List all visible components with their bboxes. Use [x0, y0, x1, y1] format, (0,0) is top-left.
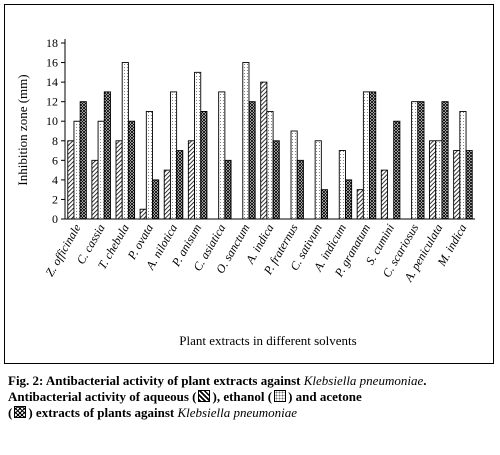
acetone-bar — [296, 159, 304, 220]
ethanol-bar — [362, 91, 371, 220]
y-tick-label: 0 — [52, 212, 58, 226]
acetone-bar — [248, 101, 256, 220]
aqueous-bar — [187, 140, 195, 220]
ethanol-bar — [338, 150, 346, 220]
aqueous-bar — [260, 81, 268, 220]
aqueous-bar — [91, 159, 99, 220]
aqueous-bar — [380, 169, 388, 220]
ethanol-bar — [121, 62, 129, 220]
caption-legend: Antibacterial activity of aqueous (), et… — [8, 389, 362, 420]
acetone-bar — [152, 179, 160, 220]
acetone-bar — [103, 91, 111, 220]
figure-frame: 0 2 4 6 8 10 12 14 16 18 Z. officinale C. cassia T. … — [4, 4, 494, 364]
aqueous-bar — [67, 140, 75, 220]
acetone-bar — [417, 101, 425, 220]
ethanol-bar — [411, 101, 419, 220]
aqueous-bar — [163, 169, 171, 220]
y-tick-label: 12 — [46, 95, 58, 109]
y-tick-label: 2 — [52, 192, 58, 206]
caption-title: Fig. 2: Antibacterial activity of plant … — [8, 373, 427, 388]
ethanol-bar — [290, 130, 298, 220]
y-tick-label: 14 — [46, 75, 58, 89]
acetone-bar — [200, 110, 208, 220]
acetone-bar — [176, 150, 184, 220]
y-tick-label: 4 — [52, 173, 58, 187]
x-axis-title: Plant extracts in different solvents — [179, 333, 356, 348]
y-tick-label: 6 — [52, 153, 58, 167]
ethanol-bar — [266, 110, 274, 220]
x-tick-label: Z. officinale — [43, 221, 84, 279]
acetone-bar — [224, 159, 232, 220]
ethanol-bar — [145, 110, 153, 220]
ethanol-bar — [242, 62, 250, 220]
acetone-bar — [393, 120, 401, 220]
ethanol-bar — [73, 120, 81, 220]
ethanol-bar — [218, 91, 226, 220]
y-tick-label: 18 — [46, 36, 58, 50]
ethanol-bar — [194, 71, 202, 220]
ethanol-bar — [459, 110, 467, 220]
aqueous-bar — [356, 189, 364, 220]
y-tick-label: 16 — [46, 56, 58, 70]
aqueous-bar — [453, 150, 461, 220]
acetone-bar — [79, 101, 87, 220]
ethanol-swatch — [274, 390, 287, 402]
aqueous-bar — [139, 208, 147, 220]
acetone-bar — [345, 179, 353, 220]
y-tick-label: 8 — [52, 134, 58, 148]
acetone-bar — [441, 101, 449, 220]
acetone-bar — [465, 150, 473, 220]
ethanol-bar — [435, 140, 443, 220]
acetone-bar — [127, 120, 136, 220]
acetone-bar — [272, 140, 280, 220]
acetone-bar — [369, 91, 377, 220]
ethanol-bar — [97, 120, 105, 220]
y-axis-title: Inhibition zone (mm) — [15, 74, 30, 185]
ethanol-bar — [169, 91, 178, 220]
ethanol-bar — [314, 140, 322, 220]
acetone-swatch — [14, 406, 27, 418]
aqueous-bar — [115, 140, 123, 220]
acetone-bar — [320, 189, 328, 220]
figure-caption: Fig. 2: Antibacterial activity of plant … — [8, 373, 494, 421]
aqueous-swatch — [198, 390, 211, 402]
y-tick-label: 10 — [46, 114, 58, 128]
aqueous-bar — [429, 140, 437, 220]
